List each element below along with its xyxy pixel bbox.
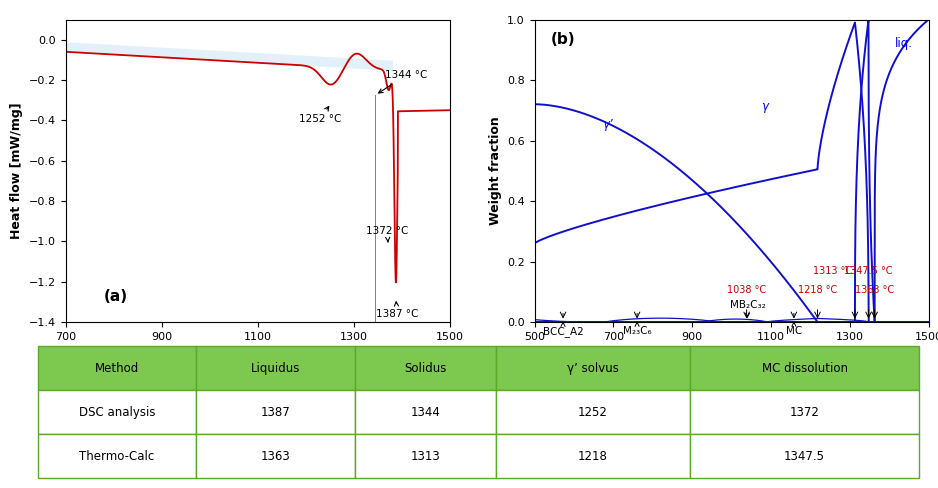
Bar <box>496 346 690 390</box>
Bar <box>196 434 355 478</box>
Bar <box>690 346 919 390</box>
Bar <box>355 390 496 434</box>
Bar <box>38 346 196 390</box>
Text: Thermo-Calc: Thermo-Calc <box>79 450 155 463</box>
Text: 1218 °C: 1218 °C <box>798 285 837 295</box>
Text: Method: Method <box>95 362 139 375</box>
Text: 1372: 1372 <box>790 406 820 419</box>
Bar <box>38 434 196 478</box>
Text: γ: γ <box>762 101 768 113</box>
Text: γ’ solvus: γ’ solvus <box>567 362 619 375</box>
Text: 1347.5: 1347.5 <box>784 450 825 463</box>
Text: Liquidus: Liquidus <box>250 362 300 375</box>
Bar <box>690 390 919 434</box>
Y-axis label: Weight fraction: Weight fraction <box>489 117 502 225</box>
Text: 1387 °C: 1387 °C <box>376 302 418 319</box>
Bar <box>38 390 196 434</box>
Text: 1344 °C: 1344 °C <box>379 70 428 93</box>
Text: M₂₃C₆: M₂₃C₆ <box>623 322 651 336</box>
Text: liq.: liq. <box>895 37 913 50</box>
Text: (a): (a) <box>104 289 129 304</box>
Bar <box>355 346 496 390</box>
X-axis label: Temperature [°C]: Temperature [°C] <box>671 347 793 360</box>
Text: γ’: γ’ <box>601 119 613 131</box>
Y-axis label: Heat flow [mW/mg]: Heat flow [mW/mg] <box>10 102 23 239</box>
Text: 1313 °C: 1313 °C <box>812 265 852 276</box>
Text: MC dissolution: MC dissolution <box>762 362 848 375</box>
Text: 1344: 1344 <box>411 406 441 419</box>
Text: 1038 °C: 1038 °C <box>727 285 766 295</box>
X-axis label: Temperature [°C]: Temperature [°C] <box>197 347 319 360</box>
Text: 1252 °C: 1252 °C <box>299 106 341 124</box>
Bar <box>496 390 690 434</box>
Text: 1313: 1313 <box>411 450 440 463</box>
Bar <box>496 434 690 478</box>
Text: DSC analysis: DSC analysis <box>79 406 155 419</box>
Bar <box>196 390 355 434</box>
Bar <box>690 434 919 478</box>
Text: Solidus: Solidus <box>404 362 446 375</box>
Text: 1347.5 °C: 1347.5 °C <box>844 265 893 276</box>
Text: BCC_A2: BCC_A2 <box>543 322 583 337</box>
Bar <box>355 434 496 478</box>
Text: 1372 °C: 1372 °C <box>366 226 408 242</box>
Text: 1252: 1252 <box>578 406 608 419</box>
Text: 1363: 1363 <box>261 450 291 463</box>
Text: MC: MC <box>786 322 802 336</box>
Bar <box>196 346 355 390</box>
Text: MB₂C₃₂: MB₂C₃₂ <box>730 301 765 317</box>
Text: (b): (b) <box>551 32 575 47</box>
Text: 1218: 1218 <box>578 450 608 463</box>
Text: 1363 °C: 1363 °C <box>855 285 894 295</box>
Text: 1387: 1387 <box>261 406 291 419</box>
